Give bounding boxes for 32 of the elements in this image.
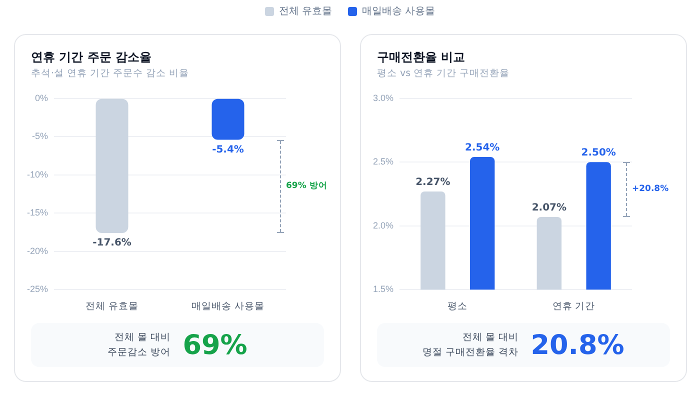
data-label: 2.50%: [581, 148, 616, 159]
data-label: 2.07%: [532, 202, 567, 214]
annotation: +20.8%: [632, 184, 669, 194]
chart-subtitle: 평소 vs 연휴 기간 구매전환율: [377, 67, 510, 80]
data-label: 2.54%: [464, 142, 500, 154]
x-tick-label: 매일배송 사용몰: [192, 300, 264, 312]
x-tick-label: 연휴 기간: [552, 300, 596, 312]
legend-label: 매일배송 사용몰: [362, 5, 436, 18]
x-tick-label: 전체 유효몰: [86, 300, 138, 312]
data-label: 2.27%: [416, 177, 450, 188]
chart-title: 연휴 기간 주문 감소율: [31, 49, 152, 66]
text: 69%: [182, 330, 248, 360]
data-label: -17.6%: [92, 238, 132, 249]
y-tick-label: -15%: [26, 208, 48, 218]
y-tick-label: 3.0%: [373, 92, 394, 103]
y-tick-label: -10%: [26, 169, 48, 180]
legend-label: 전체 유효몰: [278, 5, 332, 18]
text: 전체 몰 대비 명절 구매전환율 격차: [422, 330, 519, 360]
text: 20.8%: [530, 330, 624, 360]
text: 전체 몰 대비 주문감소 방어: [108, 330, 171, 360]
annotation: 69% 방어: [286, 180, 328, 192]
chart-title: 구매전환율 비교: [377, 49, 466, 66]
data-label: -5.4%: [212, 144, 244, 156]
y-tick-label: -25%: [26, 284, 48, 294]
y-tick-label: 2.5%: [373, 156, 394, 167]
x-tick-label: 평소: [448, 300, 468, 312]
chart-subtitle: 추석·설 연휴 기간 주문수 감소 비율: [31, 67, 190, 80]
y-tick-label: -5%: [32, 131, 48, 142]
y-tick-label: 2.0%: [373, 220, 394, 230]
y-tick-label: -20%: [26, 246, 48, 256]
y-tick-label: 0%: [34, 92, 48, 103]
y-tick-label: 1.5%: [373, 284, 394, 294]
